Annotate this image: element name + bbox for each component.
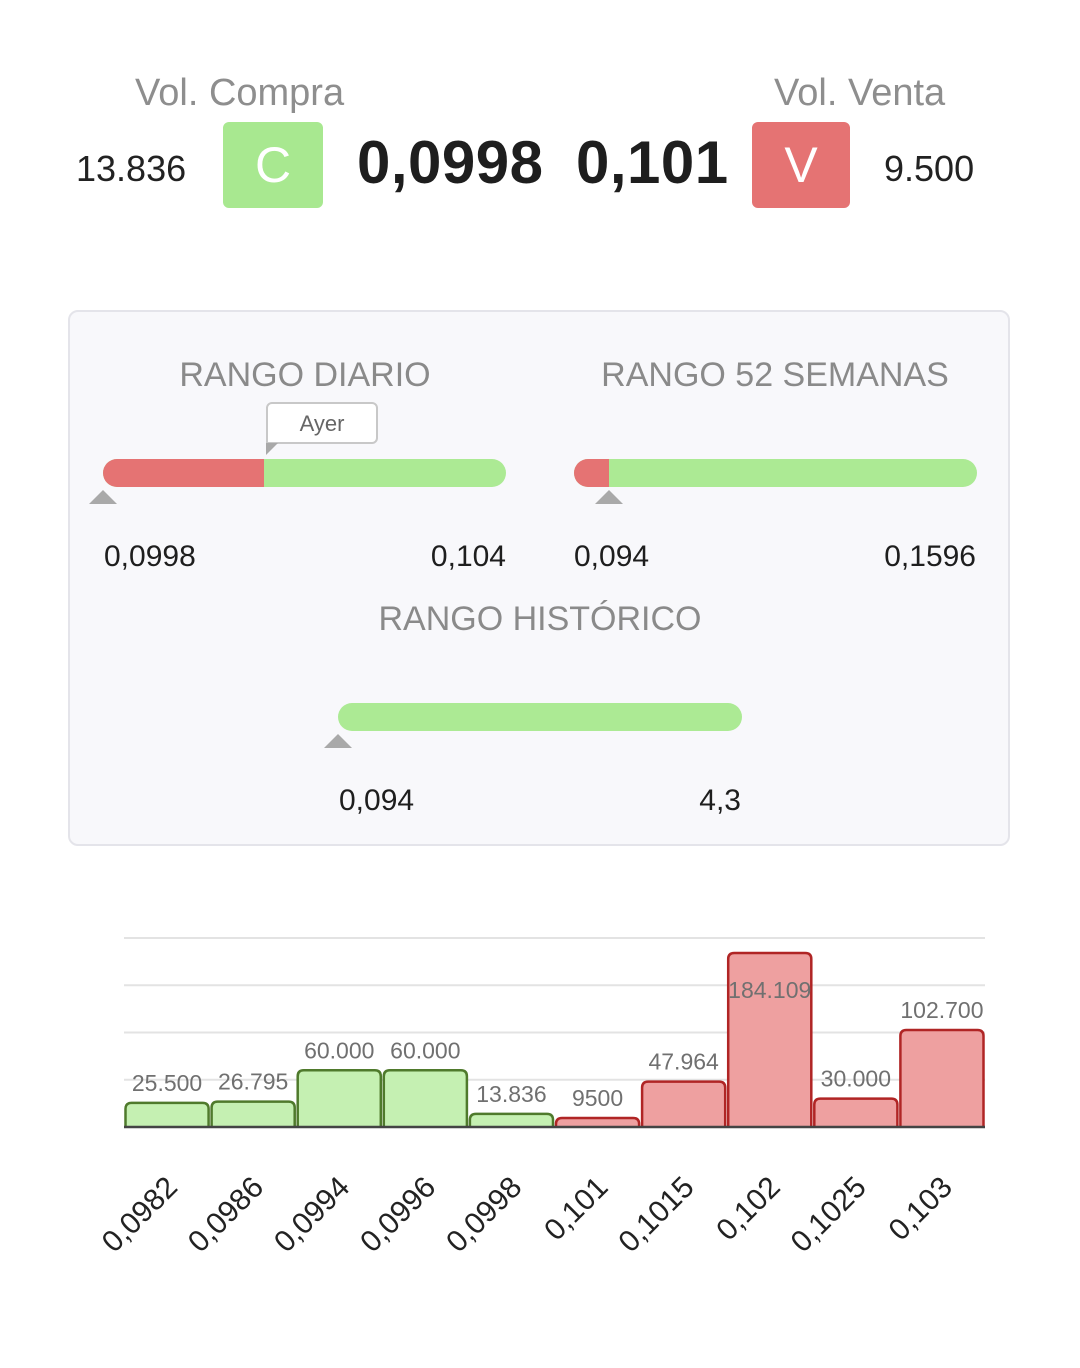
chart-category-label: 0,0994 <box>268 1171 356 1259</box>
chart-category-label: 0,102 <box>710 1171 786 1247</box>
daily-range-marker-icon <box>89 490 117 504</box>
week52-range-max: 0,1596 <box>884 540 976 573</box>
chart-bar <box>554 1116 641 1127</box>
chart-bar <box>640 1080 727 1127</box>
historic-range-max: 4,3 <box>699 784 741 817</box>
chart-bar <box>468 1112 555 1127</box>
buy-button[interactable]: C <box>223 122 323 208</box>
chart-value-label: 47.964 <box>648 1049 719 1075</box>
chart-bar <box>726 951 813 1127</box>
chart-category-label: 0,1015 <box>612 1171 700 1259</box>
bid-price: 0,0998 <box>357 129 544 196</box>
chart-value-label: 9500 <box>572 1085 623 1111</box>
chart-category-label: 0,0982 <box>96 1171 184 1259</box>
chart-bar <box>296 1069 383 1127</box>
week52-range-bar-red-segment <box>574 459 610 487</box>
chart-category-label: 0,0986 <box>182 1171 270 1259</box>
chart-category-label: 0,103 <box>882 1171 958 1247</box>
chart-category-label: 0,101 <box>538 1171 614 1247</box>
week52-range-min: 0,094 <box>574 540 650 573</box>
order-book-chart: 25.500 0,0982 26.795 0,0986 60.000 0,0994 60.0… <box>96 937 985 1259</box>
chart-value-label: 25.500 <box>132 1070 202 1096</box>
buy-volume-value: 13.836 <box>76 148 187 189</box>
ask-price: 0,101 <box>576 129 729 196</box>
week52-range-title: RANGO 52 SEMANAS <box>601 356 949 394</box>
chart-value-label: 30.000 <box>821 1066 891 1092</box>
chart-category-label: 0,0998 <box>440 1171 528 1259</box>
range-panel <box>68 310 1010 846</box>
chart-value-label: 13.836 <box>476 1081 546 1107</box>
sell-volume-value: 9.500 <box>884 148 975 189</box>
sell-button[interactable]: V <box>752 122 850 208</box>
historic-range-marker-icon <box>324 734 352 748</box>
yesterday-tooltip: Ayer <box>266 402 378 444</box>
chart-category-label: 0,0996 <box>354 1171 442 1259</box>
chart-bar <box>382 1069 469 1127</box>
daily-range-bar <box>103 459 506 487</box>
historic-range-bar <box>338 703 742 731</box>
chart-value-label: 26.795 <box>218 1069 288 1095</box>
historic-range-min: 0,094 <box>339 784 415 817</box>
daily-range-bar-red-segment <box>103 459 265 487</box>
chart-bar <box>899 1028 985 1127</box>
buy-volume-label: Vol. Compra <box>135 72 345 114</box>
daily-range-title: RANGO DIARIO <box>179 356 431 394</box>
chart-category-label: 0,1025 <box>785 1171 873 1259</box>
chart-value-label: 60.000 <box>304 1037 374 1063</box>
chart-bar <box>124 1101 210 1127</box>
sell-volume-label: Vol. Venta <box>774 72 946 114</box>
daily-range-max: 0,104 <box>430 540 506 573</box>
chart-bar <box>813 1097 899 1127</box>
chart-value-label: 60.000 <box>390 1037 460 1063</box>
chart-bar <box>210 1100 296 1127</box>
chart-value-label: 102.700 <box>900 997 983 1023</box>
chart-value-label: 184.109 <box>728 977 811 1003</box>
yesterday-tooltip-pointer <box>266 443 278 455</box>
week52-range-marker-icon <box>595 490 624 504</box>
historic-range-title: RANGO HISTÓRICO <box>378 600 702 638</box>
daily-range-min: 0,0998 <box>104 540 196 573</box>
week52-range-bar <box>574 459 977 487</box>
